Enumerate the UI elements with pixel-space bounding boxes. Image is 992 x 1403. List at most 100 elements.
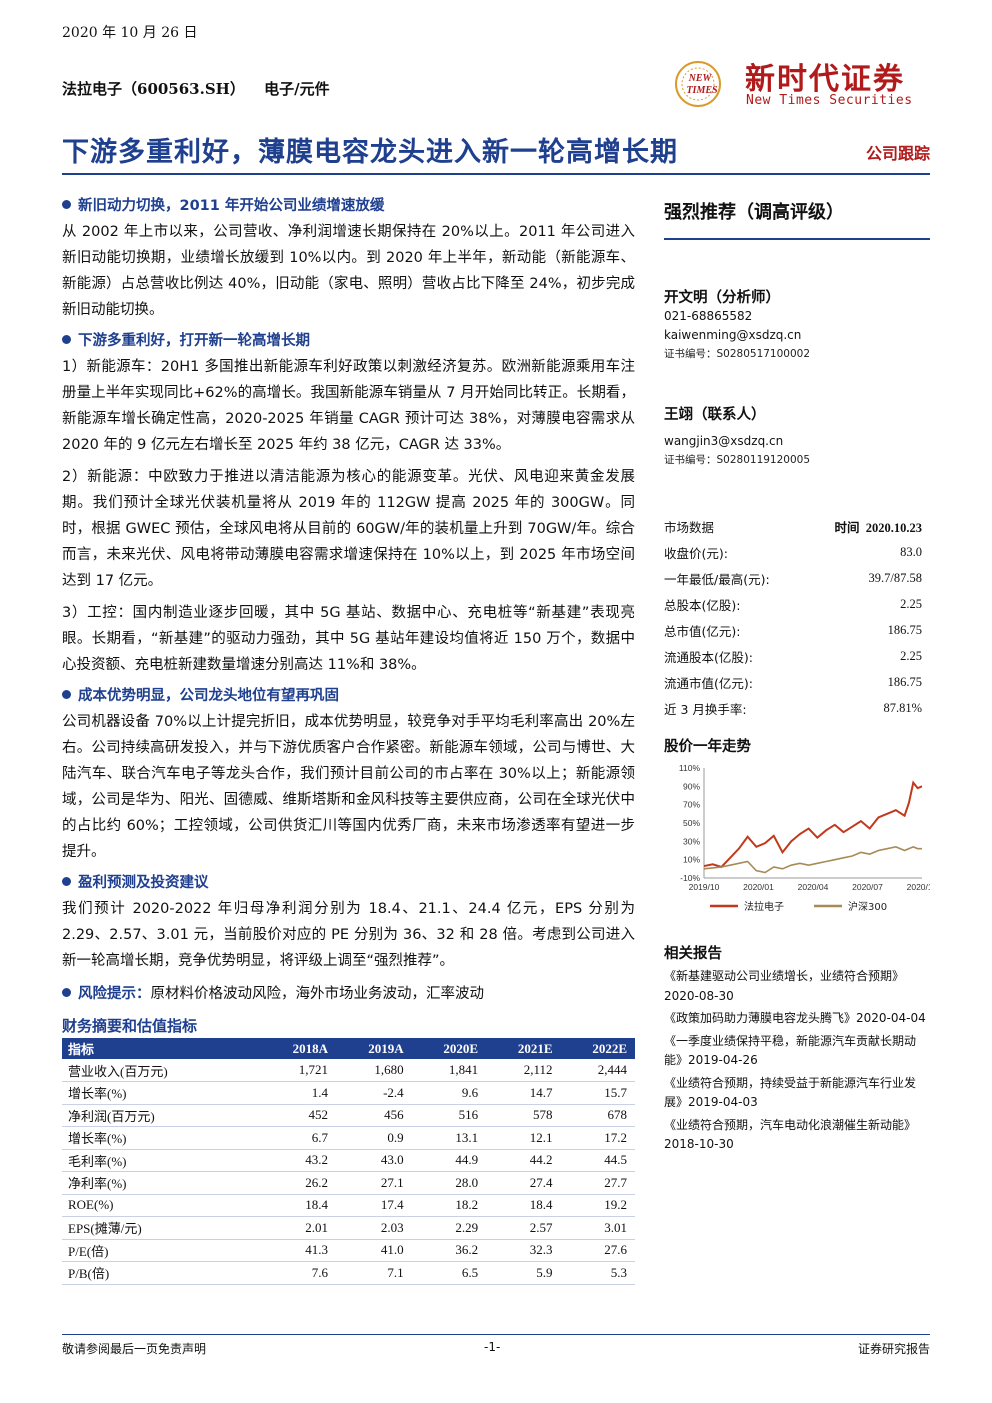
market-header-row: 市场数据 时间 2020.10.23 — [664, 513, 930, 539]
financial-table: 指标 2018A 2019A 2020E 2021E 2022E 营业收入(百万… — [62, 1038, 635, 1285]
table-cell: 17.2 — [560, 1126, 635, 1150]
related-report-item[interactable]: 《业绩符合预期，持续受益于新能源汽车行业发展》2019-04-03 — [664, 1075, 917, 1110]
market-row-label: 一年最低/最高(元): — [664, 571, 770, 587]
chart-title: 股价一年走势 — [664, 739, 751, 755]
table-row: P/E(倍) 41.3 41.0 36.2 32.3 27.6 — [62, 1239, 635, 1262]
section-1: 新旧动力切换，2011 年开始公司业绩增速放缓 从 2002 年上市以来，公司营… — [62, 194, 635, 323]
table-cell: 2.03 — [335, 1216, 412, 1240]
row-label: 净利率(%) — [62, 1171, 261, 1195]
x-tick-label: 2019/10 — [689, 882, 720, 892]
row-label: 增长率(%) — [62, 1126, 261, 1150]
table-cell: 2.57 — [486, 1216, 561, 1240]
table-cell: 27.1 — [335, 1171, 412, 1195]
logo-en: New Times Securities — [746, 93, 913, 108]
related-report-item[interactable]: 《业绩符合预期，汽车电动化浪潮催生新动能》2018-10-30 — [664, 1117, 917, 1152]
company-line: 法拉电子（600563.SH） 电子/元件 — [62, 78, 344, 99]
footer-label: 证券研究报告 — [857, 1342, 930, 1356]
analyst-name: 开文明（分析师） — [664, 290, 780, 306]
column-header: 2019A — [335, 1038, 412, 1059]
column-header: 2018A — [260, 1038, 336, 1059]
table-cell: 28.0 — [411, 1171, 487, 1195]
market-row-value: 87.81% — [883, 700, 922, 715]
table-cell: 1,841 — [411, 1059, 487, 1082]
section-4: 盈利预测及投资建议 我们预计 2020-2022 年归母净利润分别为 18.4、… — [62, 871, 635, 974]
related-reports-list: 《新基建驱动公司业绩增长，业绩符合预期》2020-08-30 《政策加码助力薄膜电… — [664, 967, 930, 1155]
bottom-divider — [62, 1334, 930, 1335]
market-row-value: 186.75 — [887, 674, 922, 689]
x-tick-label: 2020/10 — [907, 882, 930, 892]
analyst-cert: 证书编号：S0280517100002 — [664, 348, 811, 360]
logo-mark-icon: NEW TIMES — [675, 61, 721, 107]
bullet-icon — [62, 877, 71, 886]
company-name: 法拉电子（600563.SH） — [62, 80, 245, 98]
market-row-label: 总市值(亿元): — [664, 623, 741, 639]
table-cell: 44.5 — [560, 1149, 635, 1172]
report-date: 2020 年 10 月 26 日 — [62, 25, 198, 41]
table-cell: 456 — [335, 1104, 412, 1127]
logo-cn: 新时代证券 — [745, 62, 905, 97]
sector: 电子/元件 — [264, 80, 330, 98]
y-tick-label: 110% — [679, 763, 701, 773]
row-label: 毛利率(%) — [62, 1149, 261, 1172]
section-2: 下游多重利好，打开新一轮高增长期 1）新能源车：20H1 多国推出新能源车利好政… — [62, 329, 635, 678]
market-data-table: 市场数据 时间 2020.10.23 收盘价(元): 83.0 一年最低/最高(元)… — [664, 513, 930, 721]
table-cell: 27.7 — [560, 1171, 635, 1195]
row-label: P/B(倍) — [62, 1261, 261, 1285]
table-cell: 5.9 — [486, 1261, 561, 1285]
table-cell: 27.4 — [486, 1171, 561, 1195]
section-3: 成本优势明显，公司龙头地位有望再巩固 公司机器设备 70%以上计提完折旧，成本优… — [62, 684, 635, 865]
main-column: 新旧动力切换，2011 年开始公司业绩增速放缓 从 2002 年上市以来，公司营… — [62, 190, 635, 1285]
y-tick-label: 90% — [683, 781, 700, 791]
table-row: 增长率(%) 1.4 -2.4 9.6 14.7 15.7 — [62, 1081, 635, 1105]
table-cell: 2,112 — [486, 1059, 561, 1082]
headline: 下游多重利好，薄膜电容龙头进入新一轮高增长期 — [62, 137, 678, 168]
section-paragraph: 从 2002 年上市以来，公司营收、净利润增速长期保持在 20%以上。2011 … — [62, 224, 635, 318]
market-row-value: 39.7/87.58 — [868, 570, 922, 585]
analyst-phone: 021-68865582 — [664, 309, 753, 323]
table-row: P/B(倍) 7.6 7.1 6.5 5.9 5.3 — [62, 1261, 635, 1285]
table-cell: 19.2 — [560, 1194, 635, 1217]
section-heading: 下游多重利好，打开新一轮高增长期 — [62, 329, 635, 350]
related-report-item[interactable]: 《一季度业绩保持平稳，新能源汽车贡献长期动能》2019-04-26 — [664, 1033, 917, 1068]
section-paragraph: 2）新能源：中欧致力于推进以清洁能源为核心的能源变革。光伏、风电迎来黄金发展期。… — [62, 469, 635, 589]
table-cell: 17.4 — [335, 1194, 412, 1217]
section-paragraph: 我们预计 2020-2022 年归母净利润分别为 18.4、21.1、24.4 … — [62, 901, 635, 969]
table-cell: 41.3 — [260, 1239, 336, 1262]
table-cell: 36.2 — [411, 1239, 487, 1262]
table-cell: 1,680 — [335, 1059, 412, 1082]
section-paragraph: 公司机器设备 70%以上计提完折旧，成本优势明显，较竞争对手平均毛利率高出 20… — [62, 714, 635, 860]
table-cell: 12.1 — [486, 1126, 561, 1150]
market-row-label: 总股本(亿股): — [664, 597, 741, 613]
legend-label: 沪深300 — [848, 900, 887, 913]
price-chart: 110% 90% 70% 50% 30% 10% -10%2019/10 2020/01 202… — [679, 763, 938, 913]
table-row: ROE(%) 18.4 17.4 18.2 18.4 19.2 — [62, 1194, 635, 1217]
legend-label: 法拉电子 — [744, 900, 784, 913]
table-cell: 2.01 — [260, 1216, 336, 1240]
related-report-item[interactable]: 《新基建驱动公司业绩增长，业绩符合预期》2020-08-30 — [664, 969, 905, 1003]
column-header: 2022E — [560, 1038, 635, 1059]
column-header: 指标 — [62, 1038, 261, 1059]
table-cell: 18.4 — [486, 1194, 561, 1217]
table-cell: 14.7 — [486, 1081, 561, 1105]
market-row: 总股本(亿股): 2.25 — [664, 591, 930, 617]
table-cell: 44.9 — [411, 1149, 487, 1172]
column-header: 2020E — [411, 1038, 487, 1059]
related-report-item[interactable]: 《政策加码助力薄膜电容龙头腾飞》2020-04-04 — [664, 1011, 926, 1025]
row-label: 增长率(%) — [62, 1081, 261, 1105]
y-tick-label: 50% — [683, 818, 700, 828]
table-row: EPS(摊薄/元) 2.01 2.03 2.29 2.57 3.01 — [62, 1216, 635, 1240]
market-row: 流通股本(亿股): 2.25 — [664, 643, 930, 669]
table-cell: 2.29 — [411, 1216, 487, 1240]
table-cell: 41.0 — [335, 1239, 412, 1262]
market-row: 收盘价(元): 83.0 — [664, 539, 930, 565]
bullet-icon — [62, 988, 71, 997]
section-paragraph: 3）工控：国内制造业逐步回暖，其中 5G 基站、数据中心、充电桩等“新基建”表现… — [62, 605, 635, 673]
table-cell: 15.7 — [560, 1081, 635, 1105]
section-heading: 成本优势明显，公司龙头地位有望再巩固 — [62, 684, 635, 705]
report-type: 公司跟踪 — [865, 144, 930, 163]
market-row-label: 收盘价(元): — [664, 545, 728, 561]
row-label: ROE(%) — [62, 1194, 261, 1217]
table-cell: 18.4 — [260, 1194, 336, 1217]
risk-notice: 风险提示：原材料价格波动风险，海外市场业务波动，汇率波动 — [62, 982, 635, 1003]
table-cell: 43.2 — [260, 1149, 336, 1172]
